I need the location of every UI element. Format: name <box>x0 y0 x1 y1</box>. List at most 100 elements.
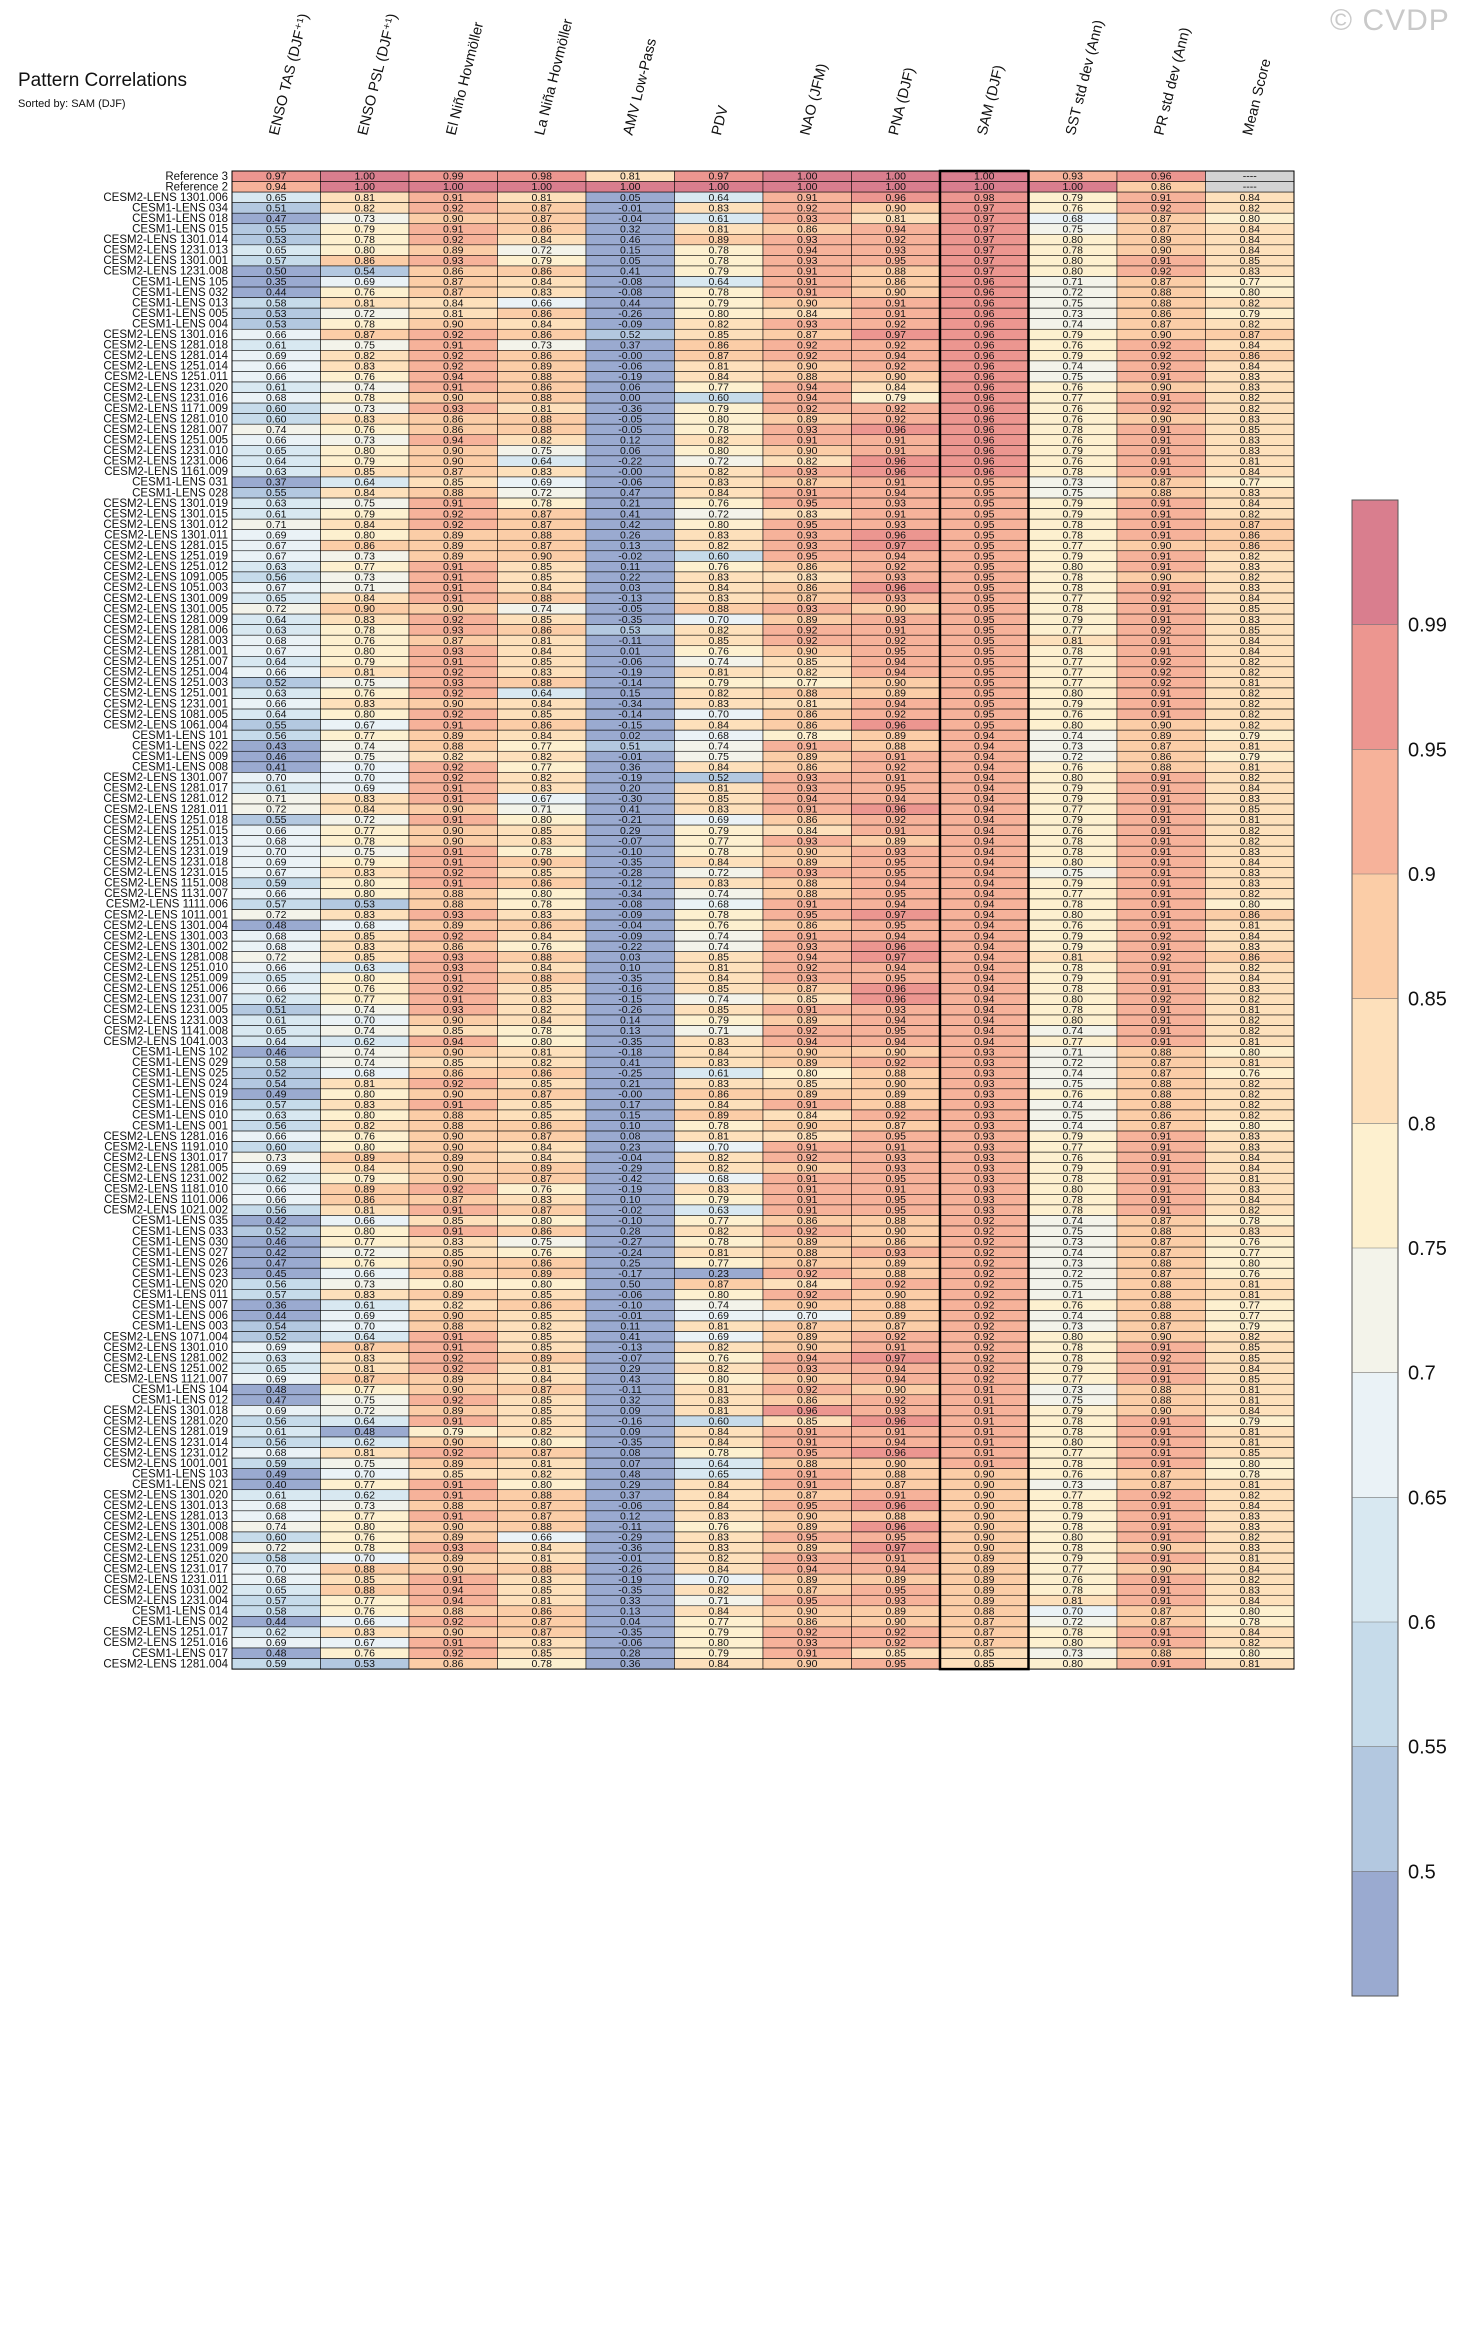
cell-value: 0.83 <box>797 572 818 584</box>
cell-value: 0.92 <box>443 519 464 531</box>
cell-value: 0.74 <box>355 382 376 394</box>
cell-value: 0.85 <box>355 466 376 478</box>
cell-value: 0.92 <box>443 350 464 362</box>
cell-value: 0.81 <box>620 171 641 183</box>
cell-value: 0.91 <box>886 445 907 457</box>
cell-value: -0.05 <box>618 413 642 425</box>
colorbar-bin <box>1352 998 1398 1124</box>
cell-value: 0.97 <box>974 202 995 214</box>
cell-value: 0.35 <box>266 276 287 288</box>
cell-value: 0.81 <box>443 308 464 320</box>
cell-value: 0.89 <box>443 529 464 541</box>
colorbar-bin <box>1352 1248 1398 1373</box>
cell-value: 0.15 <box>620 245 641 257</box>
cell-value: -0.00 <box>618 466 642 478</box>
colorbar-bin <box>1352 1372 1398 1498</box>
cell-value: 1.00 <box>709 181 730 193</box>
row-label: CESM1-LENS 013 <box>132 297 228 309</box>
cell-value: 0.76 <box>709 498 730 510</box>
cell-value: 0.76 <box>1063 339 1084 351</box>
cell-value: 0.85 <box>532 572 553 584</box>
cell-value: 0.96 <box>974 276 995 288</box>
cell-value: 0.96 <box>974 413 995 425</box>
cell-value: 0.89 <box>797 614 818 626</box>
cell-value: 0.67 <box>266 550 287 562</box>
cell-value: -0.19 <box>618 371 642 383</box>
cell-value: 0.83 <box>1240 413 1261 425</box>
row-label: CESM2-LENS 1281.010 <box>103 413 228 425</box>
cell-value: 0.91 <box>1151 445 1172 457</box>
cell-value: 0.65 <box>266 593 287 605</box>
cell-value: 0.98 <box>974 192 995 204</box>
cell-value: 0.96 <box>974 424 995 436</box>
row-label: CESM2-LENS 1301.014 <box>103 234 228 246</box>
cell-value: -0.06 <box>618 477 642 489</box>
cell-value: 0.93 <box>443 624 464 636</box>
cell-value: 0.95 <box>974 519 995 531</box>
cell-value: 0.53 <box>266 308 287 320</box>
cell-value: 0.72 <box>266 603 287 615</box>
colorbar-tick-label: 0.99 <box>1408 615 1447 637</box>
row-label: CESM2-LENS 1251.005 <box>103 435 228 447</box>
cell-value: 0.65 <box>266 192 287 204</box>
cell-value: 0.90 <box>1151 329 1172 341</box>
cell-value: 0.91 <box>443 582 464 594</box>
cell-value: 0.99 <box>443 171 464 183</box>
colorbar-tick-label: 0.85 <box>1408 989 1447 1011</box>
cell-value: 0.83 <box>1240 434 1261 446</box>
cell-value: 0.91 <box>1151 508 1172 520</box>
cell-value: 0.80 <box>1063 234 1084 246</box>
cell-value: 0.78 <box>1063 603 1084 615</box>
cell-value: 0.75 <box>1063 297 1084 309</box>
cell-value: 0.82 <box>1240 508 1261 520</box>
cell-value: 0.69 <box>355 276 376 288</box>
cell-value: 0.93 <box>797 424 818 436</box>
cell-value: 0.73 <box>355 434 376 446</box>
cell-value: 0.96 <box>1151 171 1172 183</box>
cell-value: 0.90 <box>797 297 818 309</box>
cell-value: 0.93 <box>886 245 907 257</box>
cell-value: 0.77 <box>1063 392 1084 404</box>
cell-value: 0.68 <box>266 392 287 404</box>
cell-value: 0.90 <box>886 371 907 383</box>
cell-value: 0.84 <box>709 582 730 594</box>
row-label: CESM2-LENS 1281.014 <box>103 350 228 362</box>
cell-value: 0.88 <box>532 593 553 605</box>
cell-value: 0.90 <box>886 202 907 214</box>
cell-value: 0.84 <box>709 1658 730 1670</box>
cell-value: 0.92 <box>886 318 907 330</box>
cell-value: 0.36 <box>620 1658 641 1670</box>
row-label: CESM2-LENS 1091.005 <box>103 572 228 584</box>
cell-value: 0.84 <box>1240 635 1261 647</box>
cell-value: 1.00 <box>974 171 995 183</box>
cell-value: 0.93 <box>443 403 464 415</box>
cell-value: 0.90 <box>886 287 907 299</box>
cell-value: 0.91 <box>443 339 464 351</box>
column-header: ENSO TAS (DJF⁺¹) <box>267 12 313 137</box>
cell-value: 0.53 <box>355 1658 376 1670</box>
colorbar-tick-label: 0.65 <box>1408 1487 1447 1509</box>
cell-value: 0.87 <box>1151 318 1172 330</box>
cell-value: 0.46 <box>620 234 641 246</box>
column-header: NAO (JFM) <box>798 62 831 137</box>
cell-value: 1.00 <box>797 181 818 193</box>
cell-value: 0.95 <box>797 519 818 531</box>
cell-value: 0.96 <box>974 371 995 383</box>
cell-value: 0.84 <box>1240 593 1261 605</box>
cell-value: 0.82 <box>532 434 553 446</box>
cell-value: 0.84 <box>1240 466 1261 478</box>
cell-value: 0.96 <box>886 192 907 204</box>
cell-value: 0.80 <box>1240 287 1261 299</box>
cell-value: 0.91 <box>797 434 818 446</box>
cell-value: 0.95 <box>974 614 995 626</box>
cell-value: 0.91 <box>443 382 464 394</box>
cell-value: 0.92 <box>797 339 818 351</box>
cell-value: 0.97 <box>266 171 287 183</box>
cell-value: 0.68 <box>1063 213 1084 225</box>
row-label: CESM2-LENS 1281.003 <box>103 635 228 647</box>
cell-value: 0.77 <box>355 561 376 573</box>
row-label: CESM1-LENS 015 <box>132 224 228 236</box>
column-header: PDV <box>709 104 732 137</box>
cell-value: 0.81 <box>532 635 553 647</box>
cell-value: 0.83 <box>1240 266 1261 278</box>
